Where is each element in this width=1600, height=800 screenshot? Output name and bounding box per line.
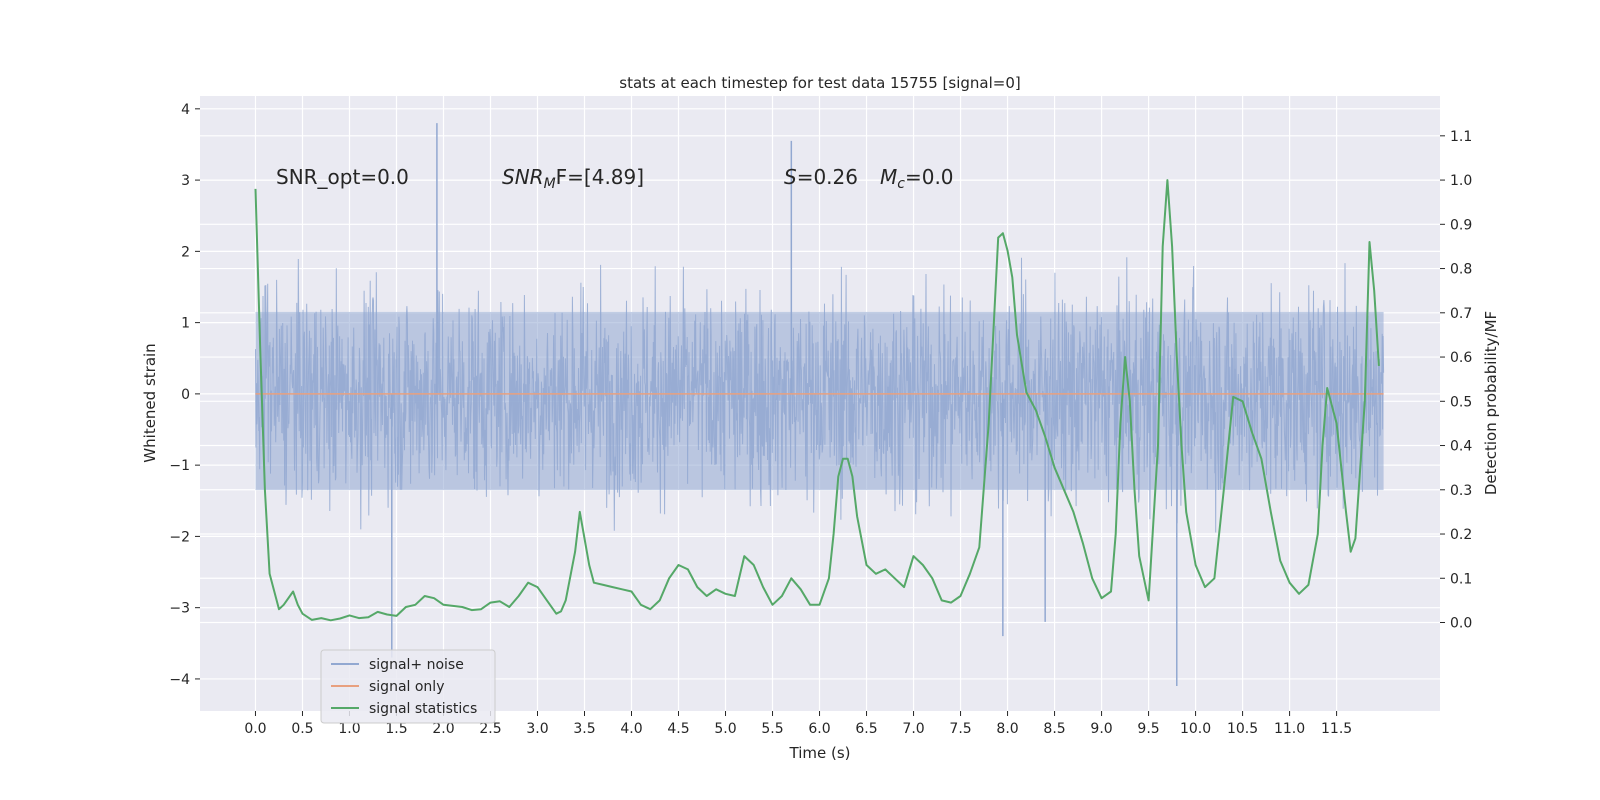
legend-label-noise: signal+ noise — [369, 657, 464, 673]
y2-tick-label: 0.5 — [1450, 394, 1472, 410]
statistics-line — [254, 179, 1380, 622]
x-tick-label: 1.5 — [385, 721, 407, 737]
x-tick-label: 11.0 — [1274, 721, 1305, 737]
x-tick-label: 2.0 — [432, 721, 454, 737]
y2-axis-ticks: 1.1 1.0 0.9 0.8 0.7 0.6 0.5 0.4 0.3 0.2 0.1 0.0 — [1440, 129, 1472, 632]
series-signal-noise — [255, 123, 1385, 687]
y2-tick-label: 0.9 — [1450, 217, 1472, 233]
y-tick-label: 3 — [181, 173, 190, 189]
y-tick-label: 4 — [181, 102, 190, 118]
annotation-snr-opt: SNR_opt=0.0 — [276, 165, 409, 189]
annotation-mc-sub: c — [897, 176, 905, 192]
y2-tick-label: 0.2 — [1450, 527, 1472, 543]
y-tick-label: −1 — [169, 458, 190, 474]
y-tick-label: −3 — [169, 601, 190, 617]
legend-label-statistics: signal statistics — [369, 701, 477, 717]
x-tick-label: 8.5 — [1043, 721, 1065, 737]
y-tick-label: −4 — [169, 672, 190, 688]
x-tick-label: 0.0 — [244, 721, 266, 737]
x-tick-label: 4.5 — [667, 721, 689, 737]
x-tick-label: 2.5 — [479, 721, 501, 737]
y-tick-label: 0 — [181, 387, 190, 403]
legend: signal+ noise signal only signal statist… — [320, 649, 496, 724]
x-tick-label: 7.0 — [902, 721, 924, 737]
x-tick-label: 10.5 — [1227, 721, 1258, 737]
x-tick-label: 5.0 — [714, 721, 736, 737]
legend-label-signal-only: signal only — [369, 679, 444, 695]
annotation-snr-mf-main: SNR — [502, 165, 544, 189]
y2-tick-label: 0.1 — [1450, 571, 1472, 587]
x-tick-label: 8.0 — [996, 721, 1018, 737]
x-tick-label: 3.0 — [526, 721, 548, 737]
annotation-snr-mf-sub: M — [544, 176, 556, 192]
x-tick-label: 6.0 — [808, 721, 830, 737]
chart-title: stats at each timestep for test data 157… — [619, 74, 1020, 92]
legend-box — [320, 649, 496, 724]
x-tick-label: 3.5 — [573, 721, 595, 737]
y-tick-label: 2 — [181, 244, 190, 260]
y2-tick-label: 1.1 — [1450, 129, 1472, 145]
x-axis-label: Time (s) — [789, 744, 851, 762]
x-tick-label: 9.0 — [1090, 721, 1112, 737]
x-tick-label: 9.5 — [1137, 721, 1159, 737]
y2-tick-label: 1.0 — [1450, 173, 1472, 189]
annotation-mc: Mc=0.0 — [880, 165, 954, 192]
x-tick-label: 4.0 — [620, 721, 642, 737]
y-axis-ticks: 4 3 2 1 0 −1 −2 −3 −4 — [169, 102, 200, 688]
annotation-s-rest: =0.26 — [797, 165, 858, 189]
y2-tick-label: 0.4 — [1450, 439, 1472, 455]
x-tick-label: 7.5 — [949, 721, 971, 737]
series-signal-statistics — [254, 179, 1380, 622]
y-tick-label: −2 — [169, 529, 190, 545]
annotation-snr-mf: SNRMF=[4.89] — [502, 165, 644, 192]
annotation-mc-rest: =0.0 — [905, 165, 954, 189]
x-axis-ticks: 0.0 0.5 1.0 1.5 2.0 2.5 3.0 3.5 4.0 4.5 5.0 5.5 6.0 6… — [244, 711, 1352, 737]
noise-core-band — [255, 311, 1384, 491]
annotation-s-italic: S — [784, 165, 797, 189]
annotation-s: S=0.26 — [784, 165, 858, 189]
y2-tick-label: 0.8 — [1450, 262, 1472, 278]
x-tick-label: 5.5 — [761, 721, 783, 737]
y-tick-label: 1 — [181, 316, 190, 332]
annotation-snr-mf-rest: F=[4.89] — [556, 165, 644, 189]
y2-tick-label: 0.6 — [1450, 350, 1472, 366]
x-tick-label: 1.0 — [338, 721, 360, 737]
y2-axis-label: Detection probability/MF — [1482, 311, 1500, 495]
annotation-mc-main: M — [880, 165, 897, 189]
y-axis-label: Whitened strain — [141, 343, 159, 462]
x-tick-label: 10.0 — [1180, 721, 1211, 737]
x-tick-label: 11.5 — [1321, 721, 1352, 737]
x-tick-label: 6.5 — [855, 721, 877, 737]
x-tick-label: 0.5 — [291, 721, 313, 737]
y2-tick-label: 0.7 — [1450, 306, 1472, 322]
y2-tick-label: 0.0 — [1450, 616, 1472, 632]
y2-tick-label: 0.3 — [1450, 483, 1472, 499]
